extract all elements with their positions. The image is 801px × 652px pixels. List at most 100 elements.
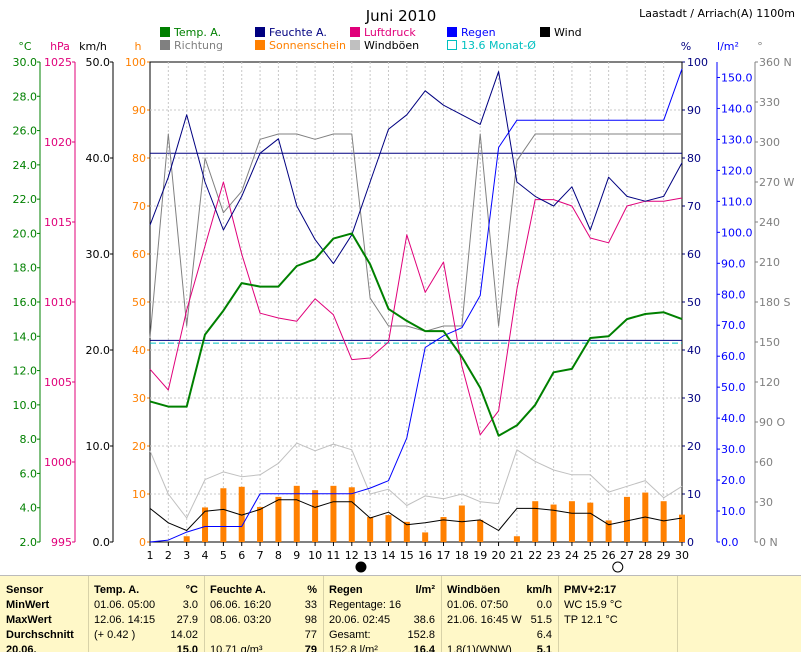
stats-header: Sensor [6,584,44,596]
series-line-regen [149,68,683,543]
sun-axis-tick-label: 90 [132,104,146,117]
stats-header: Temp. A. [94,584,140,596]
x-tick-label: 13 [363,549,377,562]
humidity-axis-tick-label: 0 [687,536,694,549]
series-line-windb-en [149,442,683,519]
station-name: Laastadt / Arriach(A) 1100m [639,7,795,20]
new-moon-icon [355,561,367,573]
stats-value: 77 [304,629,317,641]
stats-note: 1.8(1)(WNW) [447,644,512,652]
x-tick-label: 10 [308,549,322,562]
x-tick-label: 5 [220,549,227,562]
x-tick-label: 17 [437,549,451,562]
stats-value: 0.0 [536,599,552,611]
sunshine-bar [422,532,429,542]
series-line-luftdruck [149,181,683,436]
wind-axis-tick-label: 30.0 [86,248,111,261]
temp-axis-tick-label: 26.0 [13,125,38,138]
x-tick-label: 16 [418,549,432,562]
stats-time: 08.06. 03:20 [210,614,272,626]
stats-col-rain: Regen l/m² Regentage: 16 20.06. 02:45 38… [324,576,442,652]
legend-label: Luftdruck [364,26,416,39]
legend-label: Sonnenschein [269,39,346,52]
direction-axis-tick-label: 90 O [759,416,785,429]
rain-axis-tick-label: 150.0 [721,71,753,84]
direction-axis-tick-label: 150 [759,336,780,349]
direction-axis-tick-label: 30 [759,496,773,509]
x-tick-label: 27 [620,549,634,562]
stats-row-label: 20.06. [6,644,37,652]
legend-swatch [160,40,170,50]
x-tick-label: 8 [275,549,282,562]
stats-value: 5.1 [536,644,552,652]
stats-header: Regen [329,584,363,596]
sun-axis-tick-label: 60 [132,248,146,261]
direction-axis-tick-label: 0 N [759,536,778,549]
sunshine-bar [275,496,282,542]
rain-axis-tick-label: 0.0 [721,536,739,549]
humidity-axis-tick-label: 20 [687,440,701,453]
sunshine-bar [348,487,355,542]
stats-note: Regentage: 16 [329,599,402,611]
direction-axis-tick-label: 120 [759,376,780,389]
sun-axis-tick-label: 40 [132,344,146,357]
rain-axis-tick-label: 60.0 [721,350,746,363]
stats-value: 16.4 [413,644,435,652]
series-line-wind [149,499,683,531]
x-tick-label: 23 [547,549,561,562]
rain-axis-tick-label: 110.0 [721,195,753,208]
x-tick-label: 22 [528,549,542,562]
full-moon-icon [612,561,624,573]
rain-axis-tick-label: 100.0 [721,226,753,239]
unit-direction: ° [757,40,763,53]
stats-col-humidity: Feuchte A. % 06.06. 16:20 33 08.06. 03:2… [205,576,324,652]
temp-axis-tick-label: 4.0 [20,502,38,515]
stats-time: 21.06. 16:45 W [447,614,522,626]
humidity-axis-tick-label: 70 [687,200,701,213]
chart-title: Juni 2010 [365,7,437,25]
rain-axis-tick-label: 140.0 [721,102,753,115]
temp-axis-tick-label: 24.0 [13,159,38,172]
sunshine-bar [220,488,227,542]
x-tick-label: 12 [345,549,359,562]
sun-axis-tick-label: 10 [132,488,146,501]
x-tick-label: 18 [455,549,469,562]
sunshine-bar [385,515,392,542]
x-tick-label: 29 [657,549,671,562]
rain-axis-tick-label: 20.0 [721,474,746,487]
stats-time: 01.06. 05:00 [94,599,156,611]
sunshine-bar [660,501,667,542]
x-tick-label: 11 [326,549,340,562]
sunshine-bar [330,485,337,542]
legend-swatch [350,27,360,37]
humidity-axis-tick-label: 100 [687,56,708,69]
direction-axis-tick-label: 330 [759,96,780,109]
sunshine-bar [679,514,685,542]
legend-label: 13.6 Monat-Ø [461,39,536,52]
legend-label: Feuchte A. [269,26,327,39]
temp-axis-tick-label: 10.0 [13,399,38,412]
x-tick-label: 2 [165,549,172,562]
stats-col-gusts: Windböen km/h 01.06. 07:50 0.0 21.06. 16… [442,576,559,652]
stats-value: 152.8 [407,629,435,641]
series-line-richtung [149,133,682,339]
rain-axis-tick-label: 80.0 [721,288,746,301]
sun-axis-tick-label: 70 [132,200,146,213]
x-tick-label: 15 [400,549,414,562]
pressure-axis-tick-label: 1000 [44,456,72,469]
sunshine-bar [367,517,374,542]
pressure-axis-tick-label: 1010 [44,296,72,309]
stats-value: 51.5 [530,614,552,626]
rain-axis-tick-label: 50.0 [721,381,746,394]
wind-axis-tick-label: 20.0 [86,344,111,357]
stats-note: 10.71 g/m³ [210,644,263,652]
pressure-axis-tick-label: 1015 [44,216,72,229]
temp-axis-tick-label: 2.0 [20,536,38,549]
stats-note: Gesamt: [329,629,371,641]
stats-header: Windböen [447,584,501,596]
statistics-panel: Sensor MinWert MaxWert Durchschnitt 20.0… [0,575,801,652]
legend-swatch [255,40,265,50]
stats-value: 33 [304,599,317,611]
rain-axis-tick-label: 10.0 [721,505,746,518]
x-tick-label: 28 [638,549,652,562]
